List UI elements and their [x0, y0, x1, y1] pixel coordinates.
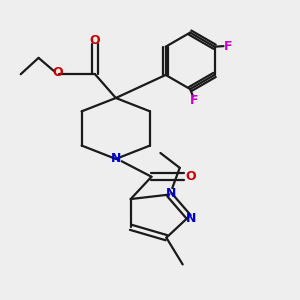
Text: N: N: [186, 212, 196, 225]
Text: F: F: [224, 40, 232, 52]
Text: N: N: [166, 187, 176, 200]
Text: O: O: [185, 170, 196, 183]
Text: O: O: [90, 34, 100, 47]
Text: N: N: [111, 152, 121, 165]
Text: O: O: [52, 66, 63, 79]
Text: F: F: [189, 94, 198, 107]
